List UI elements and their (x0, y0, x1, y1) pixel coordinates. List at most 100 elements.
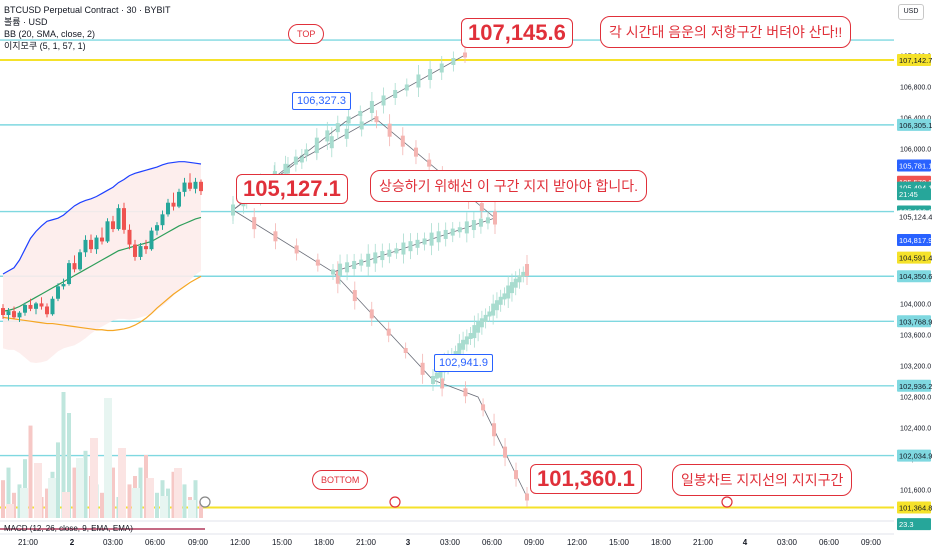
chart-legend: BTCUSD Perpetual Contract · 30 · BYBIT 볼… (4, 4, 171, 52)
volume-bar (155, 492, 159, 518)
volume-bar (1, 480, 5, 518)
volume-bar (28, 425, 33, 518)
price-tag-bg (897, 54, 931, 66)
ghost-candle-body (283, 163, 288, 174)
price-tag-label: 107,142.7 (899, 56, 932, 65)
ghost-candle-body (434, 372, 439, 379)
ghost-candle-body (468, 333, 473, 339)
orange-ma-line (2, 275, 202, 332)
ghost-candle-body (517, 275, 522, 283)
volume-bar (100, 492, 104, 518)
bb-legend[interactable]: BB (20, SMA, close, 2) (4, 29, 96, 39)
candle-body (83, 239, 88, 253)
ghost-candle-body (401, 242, 406, 255)
candle-body (138, 246, 143, 257)
ghost-candle-body (481, 404, 486, 411)
candle-body (17, 312, 22, 318)
price-tag-label: 105,781.1 (899, 161, 932, 170)
volume-bar (45, 488, 49, 518)
x-tick-label: 12:00 (567, 538, 588, 547)
x-tick-label: 09:00 (524, 538, 545, 547)
ghost-candle-body (494, 300, 499, 311)
volume-bar (160, 496, 168, 518)
bottom-label-callout[interactable]: BOTTOM (312, 470, 369, 490)
candle-body (12, 311, 16, 318)
ghost-candle-body (431, 376, 435, 384)
candle-body (28, 304, 33, 309)
volume-bar (171, 471, 176, 518)
x-tick-label: 03:00 (103, 538, 124, 547)
ghost-candle-body (472, 325, 477, 339)
ghost-candle-body (416, 74, 421, 88)
ghost-candle-body (335, 123, 340, 133)
price-tag-bg (897, 379, 931, 392)
daily-support-note[interactable]: 일봉차트 지지선의 지지구간 (672, 464, 853, 496)
x-tick-label: 06:00 (482, 538, 503, 547)
macd-legend[interactable]: MACD (12, 26, close, 9, EMA, EMA) (4, 524, 133, 533)
volume-bar (111, 467, 115, 518)
volume-bar (146, 478, 154, 518)
ghost-candle-body (387, 249, 392, 257)
candle-body (78, 252, 82, 270)
candle-body (144, 246, 148, 250)
top-label-callout[interactable]: TOP (288, 24, 325, 44)
ghost-candle-body (493, 211, 497, 225)
candle-body (72, 263, 77, 270)
volume-bar (72, 467, 77, 518)
ghost-candle-body (352, 290, 357, 302)
x-tick-label: 21:00 (356, 538, 377, 547)
ghost-candle-body (509, 282, 514, 294)
ghost-candle-body (492, 423, 497, 437)
y-tick-label: 103,200.0 (900, 363, 931, 370)
ghost-candle-body (413, 147, 418, 157)
symbol-title[interactable]: BTCUSD Perpetual Contract · 30 · BYBIT (4, 5, 171, 15)
y-tick-label: 103,600.0 (900, 332, 931, 339)
ghost-candle-body (404, 84, 409, 91)
volume-bar (193, 480, 198, 518)
volume-bar (67, 413, 71, 518)
price-tag-bg (897, 118, 931, 131)
volume-bar (48, 478, 56, 518)
projection-line (332, 217, 496, 273)
ghost-candle-body (457, 343, 462, 356)
volume-bar (17, 484, 22, 518)
price-tag-bg (897, 159, 931, 172)
price-tag-bg (897, 315, 931, 328)
ghost-candle-body (394, 248, 399, 254)
blue-mid-callout[interactable]: 102,941.9 (434, 354, 493, 372)
ghost-candle-body (352, 260, 357, 269)
price-tag-label: 104,817.9 (899, 236, 932, 245)
ma-legend[interactable]: 이지모쿠 (5, 1, 57, 1) (4, 41, 86, 51)
candle-body (111, 221, 115, 230)
volume-bar (6, 504, 14, 518)
ghost-candle-body (483, 314, 488, 322)
ghost-candle-body (471, 220, 476, 231)
ghost-candle-body (487, 311, 492, 317)
candle-body (171, 202, 176, 207)
volume-bar (118, 448, 126, 518)
ghost-candle-body (513, 278, 518, 288)
blue-top-callout[interactable]: 106,327.3 (292, 92, 351, 110)
bottom-price-callout[interactable]: 101,360.1 (530, 464, 642, 494)
ghost-candle-body (366, 253, 371, 267)
ghost-candle-body (461, 339, 466, 350)
volume-legend[interactable]: 볼륨 · USD (4, 17, 48, 27)
currency-button[interactable]: USD (898, 4, 924, 20)
x-tick-label: 03:00 (440, 538, 461, 547)
x-tick-label: 21:00 (693, 538, 714, 547)
candle-body (188, 182, 192, 189)
price-tag-bg (897, 251, 931, 264)
left-price-callout[interactable]: 105,127.1 (236, 174, 348, 204)
volume-bar (188, 500, 196, 518)
top-price-callout[interactable]: 107,145.6 (461, 18, 573, 48)
price-tag-label: 106,305.1 (899, 121, 932, 130)
resistance-note[interactable]: 각 시간대 음운의 저항구간 버텨야 산다!! (600, 16, 852, 48)
ghost-candle-body (436, 231, 441, 243)
ghost-candle-body (374, 116, 379, 123)
candle-body (34, 303, 38, 309)
event-marker (199, 496, 211, 508)
candle-body (149, 230, 154, 250)
support-note[interactable]: 상승하기 위해선 이 구간 지지 받아야 합니다. (370, 170, 648, 202)
ghost-candle-body (338, 263, 343, 276)
